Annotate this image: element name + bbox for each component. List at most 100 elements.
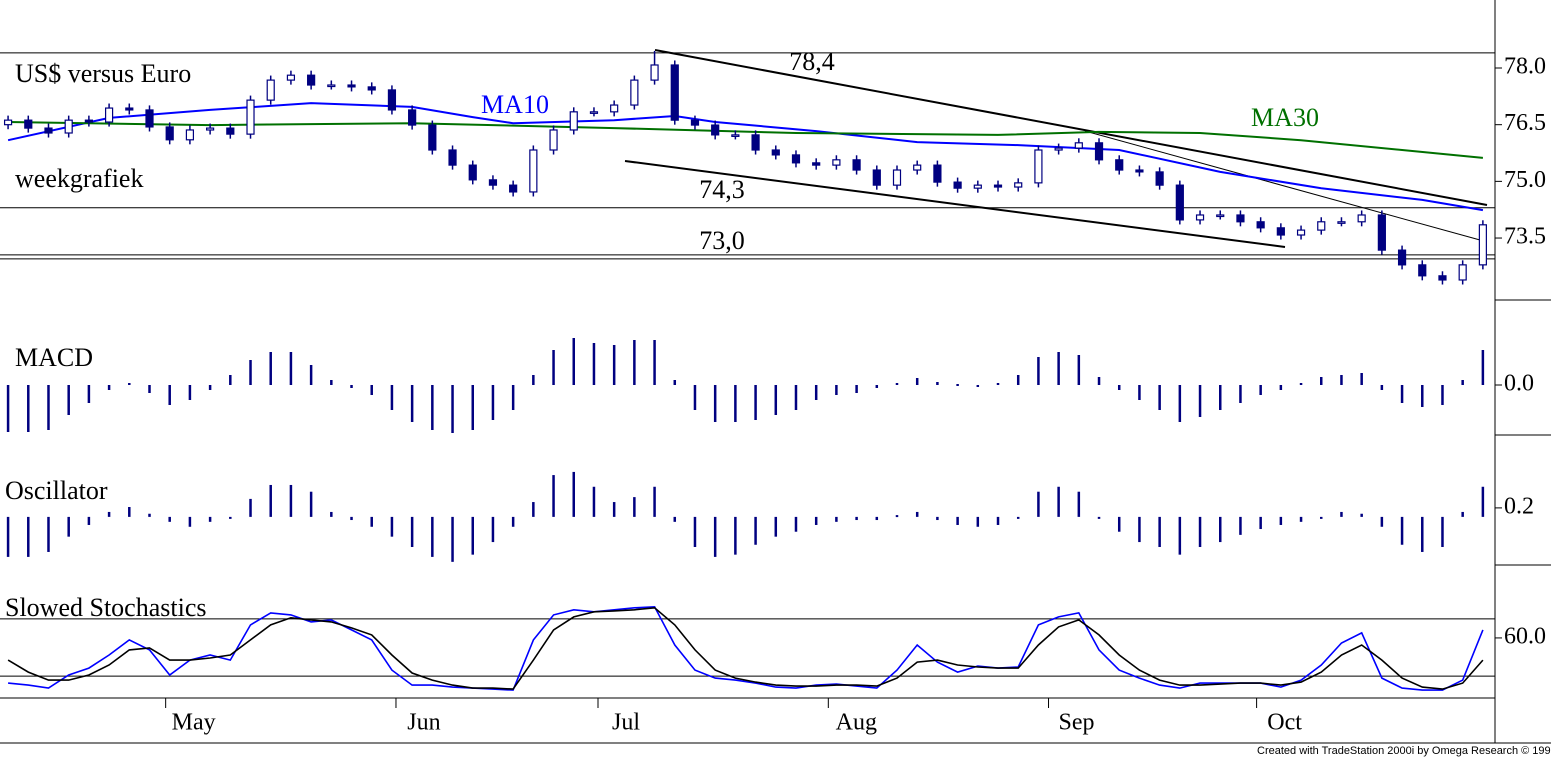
candle-body — [1458, 264, 1467, 281]
candle-body — [549, 129, 558, 151]
candle-body — [1034, 149, 1043, 184]
candle-body — [1155, 171, 1164, 186]
candle-body — [670, 64, 679, 121]
trend-line — [1084, 130, 1481, 241]
candle-body — [3, 119, 13, 126]
candle-body — [589, 111, 599, 114]
candle-body — [1236, 214, 1245, 223]
candle-body — [771, 149, 780, 156]
x-tick-label: Sep — [1059, 710, 1095, 736]
y-tick-label: 75.0 — [1504, 167, 1546, 193]
candle-body — [1357, 214, 1366, 223]
x-tick-label: Jul — [612, 710, 640, 736]
candle-body — [751, 134, 760, 151]
candle-body — [569, 111, 578, 131]
candle-body — [428, 124, 437, 151]
candle-body — [610, 104, 619, 113]
candle-body — [1478, 224, 1487, 266]
candle-body — [650, 64, 659, 81]
candle-body — [64, 119, 73, 134]
candle-body — [973, 184, 982, 189]
panel-subtitle: weekgrafiek — [15, 164, 143, 193]
candle-body — [286, 74, 296, 81]
candle-body — [145, 109, 154, 128]
candle-body — [1195, 214, 1205, 221]
candle-body — [1438, 275, 1447, 281]
level-label: 74,3 — [699, 175, 745, 204]
y-tick-label: 73.5 — [1504, 224, 1546, 250]
candle-body — [408, 109, 417, 126]
series-label: MA10 — [481, 90, 549, 119]
candle-body — [1337, 221, 1346, 224]
candle-body — [1175, 184, 1184, 221]
candle-body — [448, 149, 457, 166]
candle-body — [246, 99, 255, 135]
candle-body — [933, 164, 942, 183]
candle-body — [852, 159, 861, 171]
series-label: MA30 — [1251, 103, 1319, 132]
candle-body — [307, 74, 316, 86]
candle-body — [832, 159, 841, 166]
candle-body — [1014, 182, 1023, 188]
candle-body — [690, 119, 700, 126]
level-label: 73,0 — [699, 226, 745, 255]
candle-body — [327, 84, 336, 88]
level-label: 78,4 — [789, 47, 835, 76]
trend-line — [624, 160, 1286, 248]
y-tick-label: 0.0 — [1504, 371, 1534, 397]
candle-body — [84, 119, 93, 123]
candle-body — [529, 149, 538, 193]
candle-body — [266, 79, 275, 101]
candle-body — [488, 179, 498, 186]
panel-title: Oscillator — [5, 476, 108, 505]
candle-body — [1074, 142, 1083, 149]
candle-body — [1377, 214, 1386, 251]
candle-body — [1418, 264, 1427, 277]
x-tick-label: May — [172, 710, 216, 736]
candle-body — [24, 119, 33, 129]
candle-body — [1094, 142, 1104, 161]
y-tick-label: 78.0 — [1504, 54, 1546, 80]
candle-body — [44, 127, 53, 134]
x-tick-label: Aug — [836, 710, 877, 736]
footer: Created with TradeStation 2000i by Omega… — [1257, 745, 1551, 757]
candle-body — [509, 184, 518, 193]
candle-body — [1296, 229, 1306, 236]
y-tick-label: 76.5 — [1504, 110, 1546, 136]
candle-body — [892, 169, 902, 186]
candle-body — [1276, 227, 1285, 236]
stochastic-line — [7, 606, 1484, 690]
x-tick-label: Oct — [1267, 710, 1302, 736]
panel-title: US$ versus Euro — [15, 59, 191, 88]
candle-body — [1135, 169, 1144, 173]
candle-body — [1256, 221, 1265, 229]
candle-body — [185, 129, 195, 141]
candle-body — [1397, 249, 1407, 266]
candle-body — [165, 126, 174, 141]
candle-body — [711, 124, 720, 136]
candle-body — [913, 164, 922, 171]
candle-body — [812, 162, 821, 166]
trend-line — [654, 49, 1488, 206]
candle-body — [104, 107, 114, 123]
candle-body — [731, 134, 740, 137]
panel-title: Slowed Stochastics — [5, 593, 207, 622]
moving-average-line — [8, 121, 1483, 159]
x-tick-label: Jun — [407, 710, 440, 736]
candle-body — [468, 164, 477, 181]
candle-body — [125, 107, 134, 111]
panel-title: MACD — [15, 343, 93, 372]
candle-body — [630, 79, 639, 106]
candle-body — [1317, 221, 1326, 231]
candle-body — [791, 154, 801, 164]
candle-body — [226, 127, 235, 135]
candle-body — [953, 181, 962, 189]
candle-body — [367, 86, 376, 91]
candle-body — [206, 127, 215, 131]
candle-body — [1216, 214, 1225, 218]
candle-body — [872, 169, 881, 186]
candle-body — [347, 84, 356, 88]
candle-body — [993, 184, 1003, 188]
